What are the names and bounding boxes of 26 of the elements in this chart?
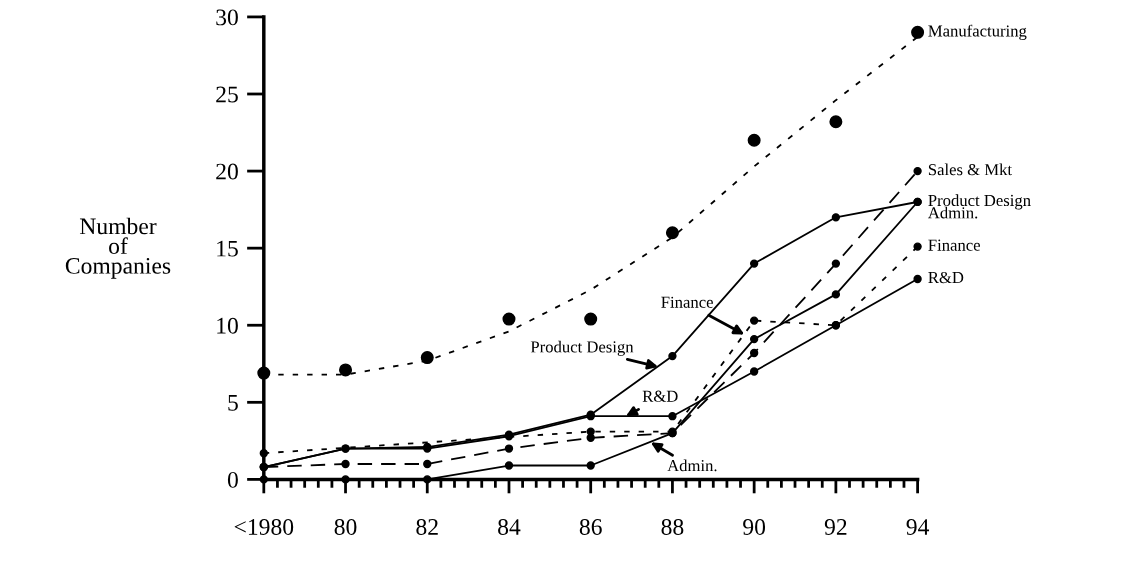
y-tick-label: 30	[216, 9, 238, 26]
x-tick-label: 86	[579, 518, 602, 535]
series-label: Manufacturing	[928, 24, 1027, 40]
series-label: Sales & Mkt	[928, 163, 1012, 176]
y-tick-label: 10	[217, 317, 238, 334]
x-tick-label: 92	[824, 519, 847, 535]
y-tick-label: 20	[216, 163, 238, 180]
x-tick-label: 94	[906, 519, 930, 535]
y-tick-label: 5	[228, 395, 238, 411]
x-tick-label: 90	[743, 518, 766, 535]
annotation: Product Design	[530, 340, 634, 356]
x-tick-label: 82	[416, 518, 438, 535]
annotation: R&D	[642, 390, 678, 402]
y-tick-label: 0	[227, 471, 238, 488]
y-tick-label: 15	[217, 240, 238, 257]
y-tick-label: 25	[216, 86, 238, 103]
x-tick-label: 80	[334, 518, 357, 535]
series-label: Finance	[928, 239, 980, 251]
annotation: Finance	[661, 296, 713, 308]
x-tick-label: 88	[661, 518, 684, 535]
series-label: R&D	[928, 271, 964, 284]
series-label: Admin.	[927, 206, 978, 219]
y-axis-title: Number of Companies	[65, 217, 171, 279]
annotation: Admin.	[667, 459, 717, 472]
x-tick-label: 84	[498, 518, 521, 535]
x-tick-label: <1980	[234, 518, 294, 535]
